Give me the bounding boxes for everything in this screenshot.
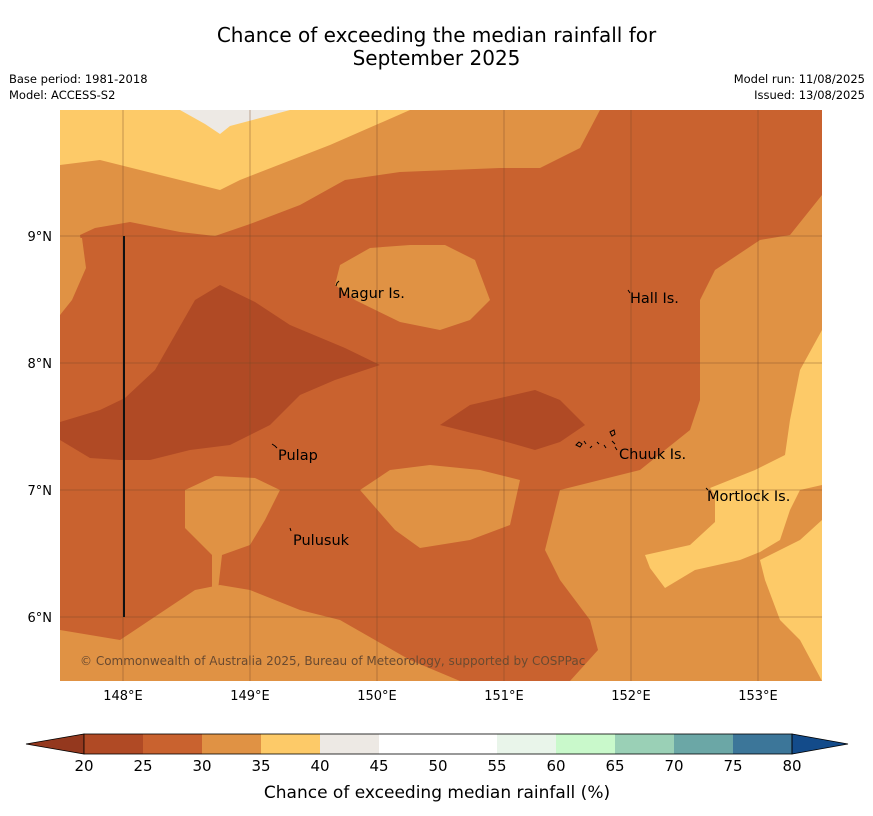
- island-label-pulusuk: Pulusuk: [293, 533, 350, 549]
- colorbar-frame: [83, 733, 793, 755]
- lon-tick-151: 151°E: [484, 689, 524, 704]
- colorbar-tick-label: 55: [487, 757, 506, 775]
- colorbar-over-arrow: [791, 733, 849, 755]
- island-label-mortlock: Mortlock Is.: [707, 489, 790, 505]
- lat-tick-labels: 9°N 8°N 7°N 6°N: [28, 230, 53, 626]
- colorbar-tick-label: 40: [310, 757, 329, 775]
- lon-tick-150: 150°E: [357, 689, 397, 704]
- lat-tick-9n: 9°N: [28, 230, 53, 245]
- colorbar-segment: [733, 734, 792, 754]
- island-label-magur: Magur Is.: [338, 286, 405, 302]
- zone-30-35-sw: [185, 476, 280, 590]
- meta-left: Base period: 1981-2018 Model: ACCESS-S2: [9, 71, 148, 103]
- colorbar-segment: [320, 734, 379, 754]
- map-plot-area: Magur Is. Hall Is. Pulap Chuuk Is. Mortl…: [60, 110, 822, 681]
- lon-tick-153: 153°E: [738, 689, 778, 704]
- colorbar-tick-labels: 20 25 30 35 40 45 50 55 60 65 70 75 80: [74, 757, 801, 775]
- map-title-line-1: Chance of exceeding the median rainfall …: [216, 23, 657, 47]
- colorbar-segment: [438, 734, 497, 754]
- island-label-group: Magur Is. Hall Is. Pulap Chuuk Is. Mortl…: [278, 286, 790, 549]
- lat-tick-6n: 6°N: [28, 611, 53, 626]
- colorbar-segment: [84, 734, 143, 754]
- colorbar-segment: [202, 734, 261, 754]
- colorbar-tick-label: 45: [369, 757, 388, 775]
- colorbar-tick-label: 80: [782, 757, 801, 775]
- map-title-line-2: September 2025: [352, 46, 521, 70]
- zone-35-40-se: [760, 520, 822, 681]
- colorbar-segment: [674, 734, 733, 754]
- copyright-notice: © Commonwealth of Australia 2025, Bureau…: [80, 654, 585, 668]
- model-run-date: Model run: 11/08/2025: [733, 72, 865, 86]
- lat-gridlines: [60, 235, 822, 618]
- colorbar-segment: [143, 734, 202, 754]
- lon-tick-labels: 148°E 149°E 150°E 151°E 152°E 153°E: [103, 689, 778, 704]
- meta-right: Model run: 11/08/2025 Issued: 13/08/2025: [734, 71, 865, 103]
- zone-20-25-west: [60, 285, 380, 460]
- colorbar-segment: [615, 734, 674, 754]
- colorbar: [25, 733, 849, 755]
- lat-tick-7n: 7°N: [28, 484, 53, 499]
- zone-20-25-east: [440, 390, 585, 450]
- colorbar-tick-label: 75: [723, 757, 742, 775]
- zone-40-45-north: [180, 110, 290, 134]
- colorbar-title: Chance of exceeding median rainfall (%): [264, 783, 610, 803]
- colorbar-tick-label: 50: [428, 757, 447, 775]
- colorbar-tick-label: 35: [251, 757, 270, 775]
- issued-date: Issued: 13/08/2025: [754, 88, 865, 102]
- lat-tick-8n: 8°N: [28, 357, 53, 372]
- island-label-pulap: Pulap: [278, 448, 318, 464]
- colorbar-tick-label: 25: [133, 757, 152, 775]
- zone-35-40-east: [645, 330, 822, 588]
- zone-30-35-west: [60, 238, 86, 315]
- colorbar-segment: [556, 734, 615, 754]
- colorbar-tick-label: 30: [192, 757, 211, 775]
- island-label-hall: Hall Is.: [630, 291, 679, 307]
- colorbar-tick-label: 65: [605, 757, 624, 775]
- colorbar-under-arrow: [25, 733, 85, 755]
- base-period: Base period: 1981-2018: [9, 72, 148, 86]
- model-name: Model: ACCESS-S2: [9, 88, 116, 102]
- colorbar-segment: [497, 734, 556, 754]
- island-label-chuuk: Chuuk Is.: [619, 447, 686, 463]
- colorbar-tick-label: 20: [74, 757, 93, 775]
- colorbar-tick-label: 70: [664, 757, 683, 775]
- zone-30-35-magur: [335, 245, 490, 330]
- island-outlines: [271, 280, 709, 532]
- zone-35-40-north: [60, 110, 410, 190]
- colorbar-tick-label: 60: [546, 757, 565, 775]
- lon-tick-148: 148°E: [103, 689, 143, 704]
- colorbar-segment: [261, 734, 320, 754]
- lon-tick-149: 149°E: [230, 689, 270, 704]
- colorbar-segment: [379, 734, 438, 754]
- lon-tick-152: 152°E: [611, 689, 651, 704]
- zone-30-35-mid-south: [360, 465, 520, 548]
